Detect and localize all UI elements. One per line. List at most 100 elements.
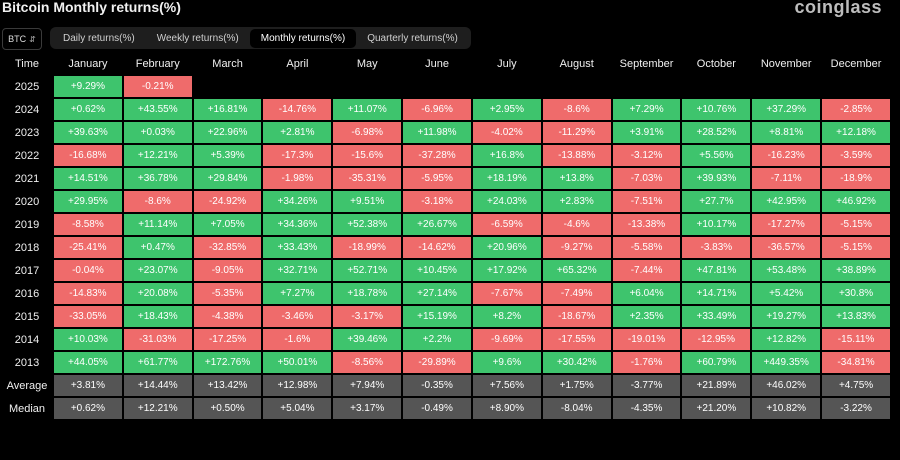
return-cell: -17.25%: [193, 329, 262, 350]
return-cell: +11.14%: [123, 214, 192, 235]
table-row: 2016 -14.83% +20.08% -5.35% +7.27% +18.78% +27…: [2, 283, 890, 304]
return-cell: -4.6%: [542, 214, 611, 235]
table-row: 2022 -16.68% +12.21% +5.39% -17.3% -15.6% -37.…: [2, 145, 890, 166]
stat-cell: +12.98%: [263, 375, 332, 396]
return-cell: +36.78%: [123, 168, 192, 189]
return-cell: +3.91%: [612, 122, 681, 143]
return-cell: +39.46%: [333, 329, 402, 350]
return-cell: +14.51%: [54, 168, 122, 189]
return-cell: [193, 76, 262, 97]
return-cell: +5.39%: [193, 145, 262, 166]
asset-select[interactable]: BTC ⇵: [2, 28, 42, 50]
return-cell: +10.45%: [403, 260, 471, 281]
return-cell: +11.07%: [333, 99, 402, 120]
stat-cell: -4.35%: [612, 398, 681, 419]
return-cell: -7.11%: [752, 168, 821, 189]
stat-cell: -3.77%: [612, 375, 681, 396]
return-cell: +47.81%: [682, 260, 751, 281]
return-cell: +13.83%: [822, 306, 890, 327]
table-row: 2015 -33.05% +18.43% -4.38% -3.46% -3.17% +15.…: [2, 306, 890, 327]
tab-monthly[interactable]: Monthly returns(%): [249, 28, 357, 48]
return-cell: -5.58%: [612, 237, 681, 258]
table-row: 2021 +14.51% +36.78% +29.84% -1.98% -35.31% -5…: [2, 168, 890, 189]
table-row: 2023 +39.63% +0.03% +22.96% +2.81% -6.98% +11.…: [2, 122, 890, 143]
return-cell: -8.56%: [333, 352, 402, 373]
return-cell: -17.27%: [752, 214, 821, 235]
tab-quarterly[interactable]: Quarterly returns(%): [367, 32, 458, 44]
stat-cell: +3.81%: [54, 375, 122, 396]
return-cell: +15.19%: [403, 306, 471, 327]
return-cell: +38.89%: [822, 260, 890, 281]
return-cell: -1.76%: [612, 352, 681, 373]
return-cell: +30.8%: [822, 283, 890, 304]
return-cell: -19.01%: [612, 329, 681, 350]
return-cell: +9.51%: [333, 191, 402, 212]
stat-cell: +14.44%: [123, 375, 192, 396]
return-cell: -0.04%: [54, 260, 122, 281]
stat-cell: +0.62%: [54, 398, 122, 419]
tab-weekly[interactable]: Weekly returns(%): [156, 32, 239, 44]
return-cell: +32.71%: [263, 260, 332, 281]
return-cell: +5.56%: [682, 145, 751, 166]
return-cell: -34.81%: [822, 352, 890, 373]
return-cell: +20.08%: [123, 283, 192, 304]
return-cell: -17.3%: [263, 145, 332, 166]
stat-cell: -0.35%: [403, 375, 471, 396]
return-cell: -7.44%: [612, 260, 681, 281]
return-cell: +27.7%: [682, 191, 751, 212]
row-year: 2013: [2, 352, 52, 373]
return-cell: +53.48%: [752, 260, 821, 281]
return-cell: -1.6%: [263, 329, 332, 350]
stat-label: Median: [2, 398, 52, 419]
column-header: June: [425, 58, 449, 70]
row-year: 2015: [2, 306, 52, 327]
return-cell: -6.98%: [333, 122, 402, 143]
return-cell: +43.55%: [123, 99, 192, 120]
stat-cell: +0.50%: [193, 398, 262, 419]
row-year: 2019: [2, 214, 52, 235]
return-cell: -6.59%: [472, 214, 541, 235]
return-cell: +60.79%: [682, 352, 751, 373]
return-cell: -5.15%: [822, 214, 890, 235]
return-cell: [472, 76, 541, 97]
return-cell: +172.76%: [193, 352, 262, 373]
return-cell: +34.26%: [263, 191, 332, 212]
return-cell: +50.01%: [263, 352, 332, 373]
return-cell: -9.05%: [193, 260, 262, 281]
stat-cell: +13.42%: [193, 375, 262, 396]
stat-cell: +8.90%: [472, 398, 541, 419]
column-header: November: [760, 58, 812, 70]
return-cell: +8.2%: [472, 306, 541, 327]
return-cell: [822, 76, 890, 97]
row-year: 2025: [2, 76, 52, 97]
row-year: 2017: [2, 260, 52, 281]
return-cell: +18.19%: [472, 168, 541, 189]
return-cell: -4.02%: [472, 122, 541, 143]
column-header: September: [619, 58, 674, 70]
row-year: 2023: [2, 122, 52, 143]
column-header: July: [497, 58, 517, 70]
return-cell: -32.85%: [193, 237, 262, 258]
row-year: 2016: [2, 283, 52, 304]
return-cell: +13.8%: [542, 168, 611, 189]
return-cell: -13.38%: [612, 214, 681, 235]
chevron-updown-icon: ⇵: [29, 34, 36, 44]
page-title: Bitcoin Monthly returns(%): [2, 0, 181, 15]
return-cell: -29.89%: [403, 352, 471, 373]
column-header: December: [830, 58, 882, 70]
return-cell: +18.43%: [123, 306, 192, 327]
tab-daily[interactable]: Daily returns(%): [63, 32, 135, 44]
stat-cell: +21.20%: [682, 398, 751, 419]
return-cell: -9.69%: [472, 329, 541, 350]
return-cell: +10.03%: [54, 329, 122, 350]
return-cell: +33.49%: [682, 306, 751, 327]
stat-label: Average: [2, 375, 52, 396]
return-cell: -35.31%: [333, 168, 402, 189]
return-cell: +29.84%: [193, 168, 262, 189]
return-cell: +2.83%: [542, 191, 611, 212]
stat-row: Median +0.62% +12.21% +0.50% +5.04% +3.17% -0.…: [2, 398, 890, 419]
column-header: October: [696, 58, 736, 70]
return-cell: +7.29%: [612, 99, 681, 120]
table-row: 2025 +9.29% -0.21%: [2, 76, 890, 97]
table-row: 2013 +44.05% +61.77% +172.76% +50.01% -8.56% -…: [2, 352, 890, 373]
